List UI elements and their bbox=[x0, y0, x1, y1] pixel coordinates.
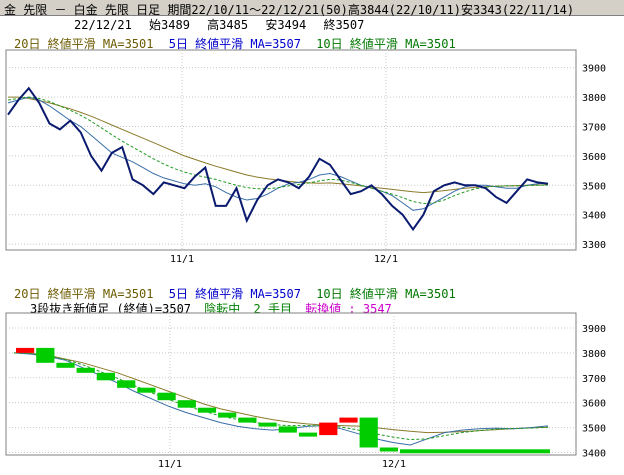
new-price-block bbox=[197, 407, 217, 413]
bottom-y-tick-label: 3900 bbox=[582, 324, 606, 335]
legend-ma10: 10日 終値平滑 MA=3501 bbox=[316, 37, 456, 51]
bottom-y-tick-label: 3600 bbox=[582, 399, 606, 410]
new-price-block bbox=[56, 362, 75, 368]
info-close: 終3507 bbox=[323, 18, 365, 32]
info-date: 22/12/21 bbox=[74, 18, 132, 32]
bottom-y-tick-label: 3700 bbox=[582, 374, 606, 385]
legend-ma20: 20日 終値平滑 MA=3501 bbox=[14, 37, 154, 51]
new-price-block bbox=[258, 422, 277, 427]
top-x-tick-label: 11/1 bbox=[170, 254, 194, 265]
window-title: 金 先限 － 白金 先限 日足 期間22/10/11〜22/12/21(50)高… bbox=[4, 3, 575, 17]
top-x-tick-label: 12/1 bbox=[374, 254, 398, 265]
new-price-block bbox=[16, 347, 35, 353]
legend-ma20-bottom: 20日 終値平滑 MA=3501 bbox=[14, 287, 154, 301]
new-price-block bbox=[379, 447, 398, 452]
top-y-tick-label: 3500 bbox=[582, 181, 606, 192]
new-price-block bbox=[218, 412, 237, 418]
bottom-x-tick-label: 12/1 bbox=[382, 459, 406, 470]
top-y-tick-label: 3800 bbox=[582, 93, 606, 104]
title-bar: 金 先限 － 白金 先限 日足 期間22/10/11〜22/12/21(50)高… bbox=[0, 0, 624, 17]
new-price-block bbox=[339, 417, 358, 423]
new-price-block bbox=[298, 432, 318, 437]
legend-ma10-bottom: 10日 終値平滑 MA=3501 bbox=[316, 287, 456, 301]
legend-ma5-bottom: 5日 終値平滑 MA=3507 bbox=[168, 287, 301, 301]
info-high: 高3485 bbox=[207, 18, 249, 32]
top-series-line bbox=[7, 96, 549, 211]
top-y-tick-label: 3400 bbox=[582, 211, 606, 222]
bottom-legend: 20日 終値平滑 MA=3501 5日 終値平滑 MA=3507 10日 終値平… bbox=[14, 285, 464, 302]
new-price-block bbox=[117, 380, 136, 388]
bottom-y-tick-label: 3500 bbox=[582, 424, 606, 435]
new-price-block bbox=[400, 449, 550, 454]
info-open: 始3489 bbox=[149, 18, 190, 32]
top-y-tick-label: 3900 bbox=[582, 64, 606, 75]
new-price-block bbox=[76, 367, 95, 373]
top-series-line bbox=[7, 86, 549, 232]
new-price-block bbox=[319, 422, 338, 436]
top-y-tick-label: 3600 bbox=[582, 152, 606, 163]
ohlc-info: 22/12/21 始3489 高3485 安3494 終3507 bbox=[74, 16, 374, 33]
new-price-block bbox=[96, 372, 115, 381]
top-legend: 20日 終値平滑 MA=3501 5日 終値平滑 MA=3507 10日 終値平… bbox=[14, 35, 464, 52]
new-price-block bbox=[359, 417, 378, 448]
bottom-x-tick-label: 11/1 bbox=[158, 459, 182, 470]
top-series-line bbox=[7, 96, 549, 205]
bottom-series-line bbox=[13, 352, 549, 441]
info-low: 安3494 bbox=[265, 18, 307, 32]
new-price-block bbox=[137, 387, 156, 393]
new-price-block bbox=[278, 426, 297, 433]
top-y-tick-label: 3300 bbox=[582, 240, 606, 251]
bottom-plot-frame bbox=[5, 312, 577, 456]
new-price-block bbox=[157, 392, 176, 401]
bottom-series-line bbox=[13, 352, 549, 434]
top-y-tick-label: 3700 bbox=[582, 122, 606, 133]
new-price-block bbox=[238, 417, 257, 423]
new-price-block bbox=[36, 347, 55, 363]
top-plot-frame bbox=[5, 49, 577, 251]
legend-ma5: 5日 終値平滑 MA=3507 bbox=[168, 37, 301, 51]
bottom-y-tick-label: 3800 bbox=[582, 349, 606, 360]
new-price-block bbox=[177, 400, 196, 408]
bottom-y-tick-label: 3400 bbox=[582, 449, 606, 460]
